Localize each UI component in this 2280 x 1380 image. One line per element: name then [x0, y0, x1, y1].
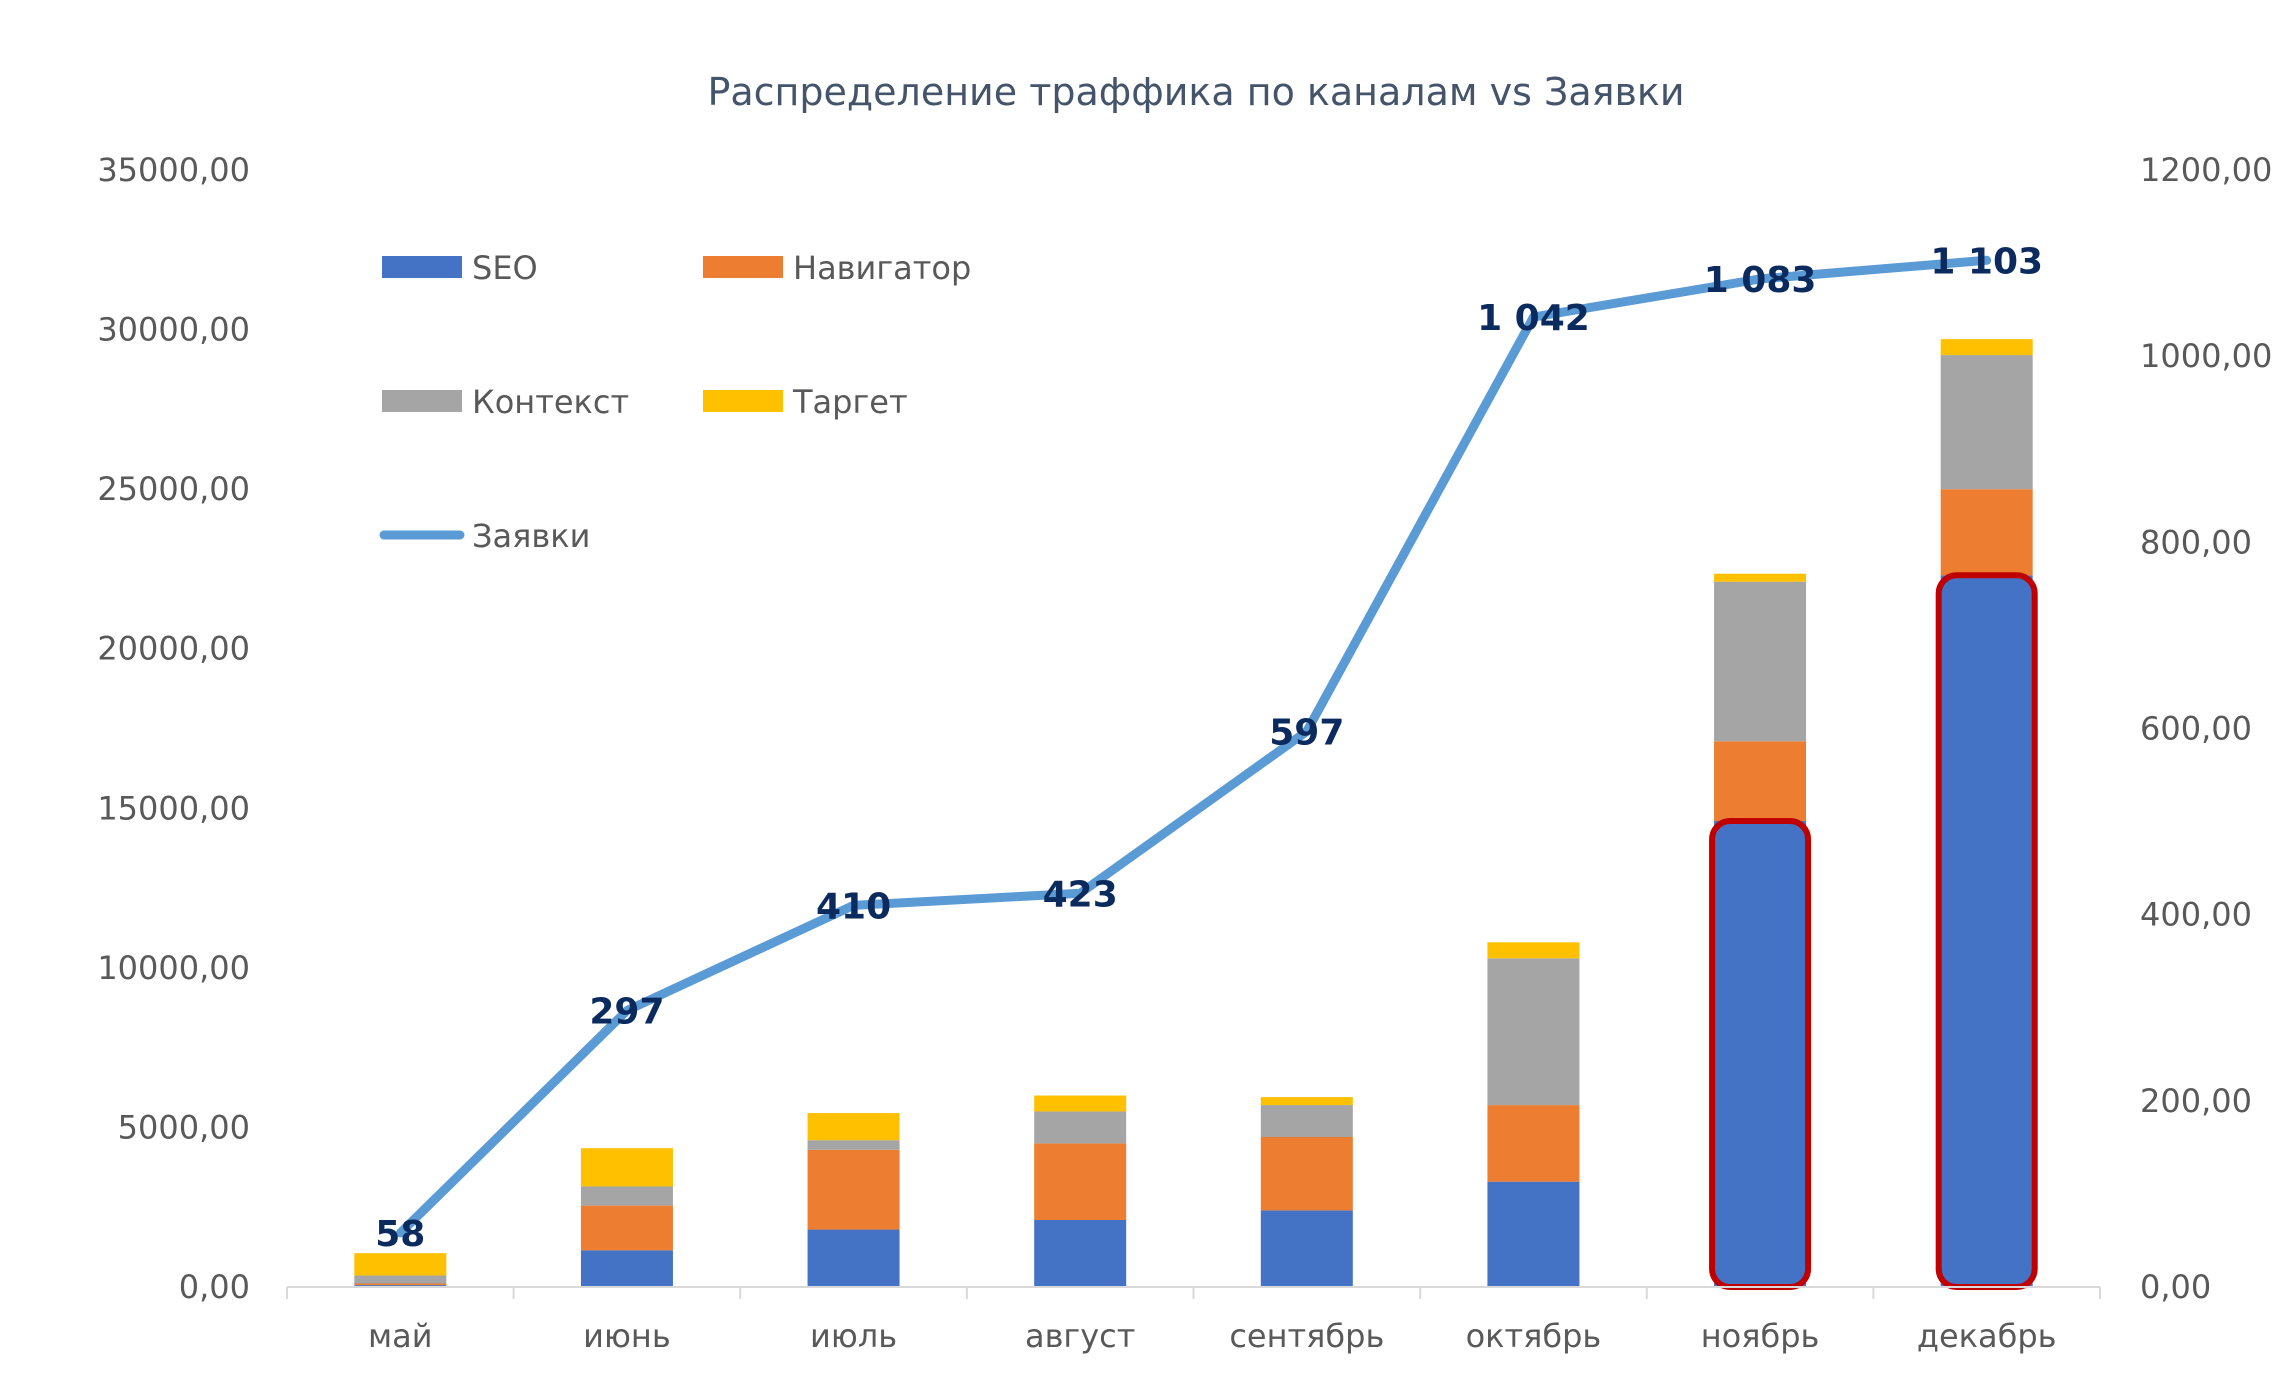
y-left-tick-5: 25000,00 [97, 470, 250, 508]
y-left-tick-6: 30000,00 [97, 311, 250, 349]
y-right-tick-6: 1200,00 [2140, 151, 2272, 189]
bar-контекст-октябрь [1487, 958, 1580, 1106]
bar-навигатор-ноябрь [1714, 741, 1807, 822]
bar-seo-июнь [580, 1250, 673, 1287]
legend-swatch-seo [382, 256, 462, 278]
bar-таргет-июль [807, 1113, 900, 1141]
data-label-июль: 410 [816, 886, 891, 927]
bar-контекст-август [1034, 1111, 1127, 1144]
bar-таргет-октябрь [1487, 942, 1580, 959]
line-point-октябрь [1532, 316, 1535, 319]
y-right-tick-5: 1000,00 [2140, 337, 2272, 375]
y-left-tick-4: 20000,00 [97, 630, 250, 668]
y-left-tick-2: 10000,00 [97, 949, 250, 987]
y-left-tick-1: 5000,00 [118, 1108, 250, 1146]
bar-таргет-сентябрь [1260, 1097, 1353, 1106]
x-tick-label-октябрь: октябрь [1466, 1317, 1602, 1355]
bar-таргет-май [354, 1253, 447, 1276]
line-point-июнь [625, 1009, 628, 1012]
legend-label-заявки: Заявки [472, 517, 590, 555]
x-tick-label-сентябрь: сентябрь [1229, 1317, 1384, 1355]
bar-навигатор-июнь [580, 1205, 673, 1251]
bar-seo-декабрь [1940, 575, 2033, 1287]
y-right-tick-4: 800,00 [2140, 523, 2252, 561]
y-left-tick-7: 35000,00 [97, 151, 250, 189]
bar-контекст-июнь [580, 1186, 673, 1206]
line-point-сентябрь [1305, 730, 1308, 733]
x-tick-label-декабрь: декабрь [1917, 1317, 2057, 1355]
data-label-сентябрь: 597 [1269, 712, 1344, 753]
data-label-июнь: 297 [589, 992, 664, 1033]
x-tick-label-июль: июль [810, 1317, 897, 1355]
bar-таргет-июнь [580, 1148, 673, 1187]
bar-навигатор-август [1034, 1143, 1127, 1220]
bar-контекст-июль [807, 1140, 900, 1150]
x-tick-label-июнь: июнь [583, 1317, 671, 1355]
line-point-июль [852, 904, 855, 907]
line-point-ноябрь [1759, 277, 1762, 280]
legend-swatch-контекст [382, 390, 462, 412]
y-right-tick-0: 0,00 [2140, 1268, 2211, 1306]
line-заявки [395, 255, 1992, 1238]
axes: май июнь июль август сентябрь октябрь ноябрь де… [97, 151, 2272, 1355]
data-label-август: 423 [1043, 874, 1118, 915]
legend-swatch-навигатор [703, 256, 783, 278]
y-left-tick-3: 15000,00 [97, 789, 250, 827]
legend-label-навигатор: Навигатор [793, 249, 971, 287]
bar-контекст-декабрь [1940, 355, 2033, 490]
bar-seo-октябрь [1487, 1181, 1580, 1287]
line-point-декабрь [1985, 259, 1988, 262]
legend-label-таргет: Таргет [792, 383, 908, 421]
bar-seo-сентябрь [1260, 1210, 1353, 1287]
data-label-май: 58 [375, 1214, 425, 1255]
data-label-октябрь: 1 042 [1477, 298, 1590, 339]
bar-таргет-декабрь [1940, 339, 2033, 356]
x-tick-label-ноябрь: ноябрь [1701, 1317, 1820, 1355]
data-label-декабрь: 1 103 [1930, 241, 2043, 282]
bar-навигатор-декабрь [1940, 489, 2033, 576]
bar-таргет-ноябрь [1714, 573, 1807, 582]
legend-swatch-таргет [703, 390, 783, 412]
bar-seo-июль [807, 1229, 900, 1287]
line-layer: 58 297 410 423 597 1 042 1 083 1 103 [375, 241, 2043, 1255]
x-tick-label-август: август [1025, 1317, 1135, 1355]
legend-label-контекст: Контекст [472, 383, 629, 421]
bar-навигатор-октябрь [1487, 1105, 1580, 1182]
data-label-ноябрь: 1 083 [1704, 260, 1817, 301]
y-right-tick-2: 400,00 [2140, 896, 2252, 934]
legend-label-seo: SEO [472, 249, 538, 287]
bar-контекст-май [354, 1275, 447, 1284]
bar-seo-ноябрь [1714, 821, 1807, 1287]
y-right-tick-3: 600,00 [2140, 710, 2252, 748]
legend: SEO Навигатор Контекст Таргет Заявки [379, 249, 971, 555]
y-left-tick-0: 0,00 [179, 1268, 250, 1306]
bar-навигатор-май [354, 1283, 447, 1286]
bar-контекст-ноябрь [1714, 581, 1807, 742]
line-point-август [1079, 892, 1082, 895]
x-tick-label-май: май [368, 1317, 433, 1355]
bar-навигатор-сентябрь [1260, 1137, 1353, 1211]
bar-контекст-сентябрь [1260, 1105, 1353, 1138]
y-right-tick-1: 200,00 [2140, 1082, 2252, 1120]
chart-title: Распределение траффика по каналам vs Зая… [707, 70, 1684, 114]
bar-навигатор-июль [807, 1149, 900, 1230]
bar-таргет-август [1034, 1095, 1127, 1112]
bar-seo-август [1034, 1219, 1127, 1287]
line-point-май [399, 1232, 402, 1235]
